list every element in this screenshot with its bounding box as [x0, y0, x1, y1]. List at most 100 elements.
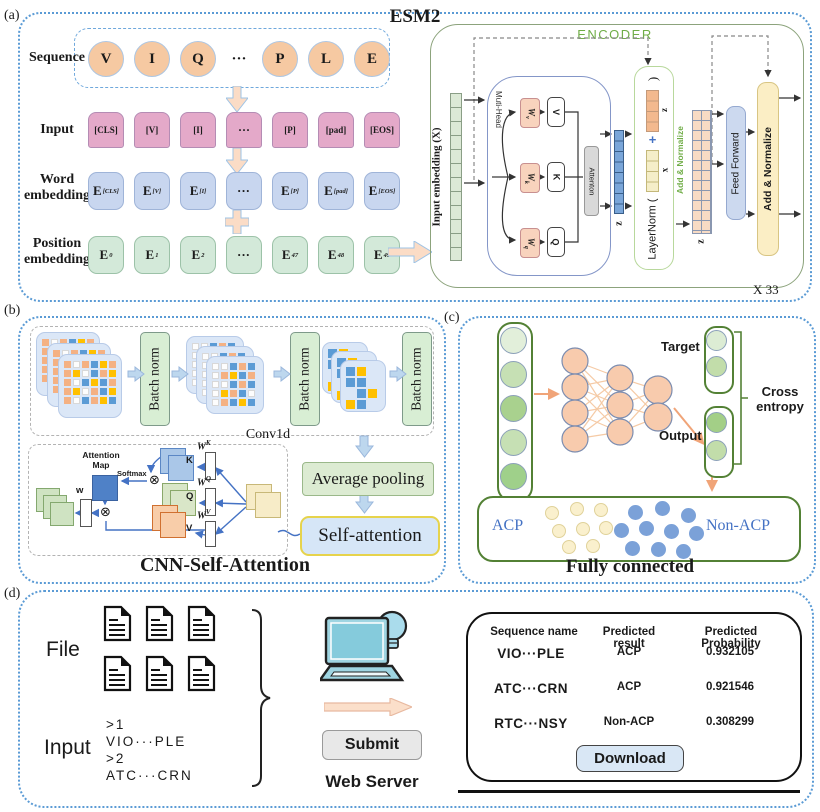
sequence-token: P: [262, 41, 298, 77]
position-embedding-token: E 48: [318, 236, 354, 274]
right-arrow-icon: [388, 241, 432, 263]
table-row: VIO···PLE ACP 0.932105: [466, 646, 798, 681]
layernorm-label: LayerNorm (: [647, 198, 659, 260]
encoder-input-label: Input embedding (X): [431, 127, 443, 227]
cell-sequence-name: ATC···CRN: [494, 681, 568, 696]
input-token: [CLS]: [88, 112, 124, 148]
k-label: K: [186, 455, 193, 466]
layernorm-box: [634, 66, 674, 270]
sequence-token: E: [354, 41, 390, 77]
position-embedding-token: ···: [226, 236, 262, 274]
panel-b-label: (b): [4, 303, 21, 318]
wk-weight-box: Wk: [520, 163, 540, 193]
panel-a-label: (a): [4, 8, 20, 23]
input-token: ···: [226, 112, 262, 148]
non-acp-dot: [651, 542, 666, 557]
divider-line: [458, 790, 800, 793]
w-box: [80, 499, 92, 527]
cell-predicted-result: ACP: [616, 646, 642, 658]
input-sequences-text[interactable]: >1 VIO···PLE >2 ATC···CRN: [106, 717, 193, 783]
input-token: [pad]: [318, 112, 354, 148]
key-grid-front: [168, 455, 194, 481]
batch-norm-box-2: Batch norm: [290, 332, 320, 426]
table-row: ATC···CRN ACP 0.921546: [466, 681, 798, 716]
word-embedding-token-row: E [CLS] E [V] E [I] ··· E [P] E [pad] E [EOS]: [88, 172, 400, 210]
panel-a-border: [18, 12, 812, 302]
file-document-icons: [103, 605, 216, 692]
word-embedding-token: E [I]: [180, 172, 216, 210]
non-acp-dot: [639, 521, 654, 536]
non-acp-dot: [614, 523, 629, 538]
word-embedding-token: E [P]: [272, 172, 308, 210]
table-header-result: Predicted result: [602, 626, 656, 650]
wk-box: [205, 452, 216, 480]
z2-grid: [692, 110, 712, 234]
w-label: w: [76, 485, 84, 496]
cell-predicted-probability: 0.308299: [706, 716, 754, 728]
table-row: RTC···NSY Non-ACP 0.308299: [466, 716, 798, 751]
panel-d-label: (d): [4, 586, 21, 601]
document-icon: [145, 655, 174, 692]
input-token: [EOS]: [364, 112, 400, 148]
layernorm-plus: +: [648, 132, 657, 147]
word-embedding-token: E [V]: [134, 172, 170, 210]
feature-map-stack-3: [322, 342, 388, 412]
layernorm-x-strip: [646, 150, 659, 192]
acp-dot: [599, 521, 613, 535]
z-strip: [614, 130, 624, 214]
multihead-box: [487, 76, 611, 276]
cell-predicted-probability: 0.932105: [706, 646, 754, 658]
wq-weight-label: WQ: [197, 475, 211, 489]
non-acp-dot: [689, 526, 704, 541]
input-node: [500, 395, 527, 422]
layernorm-z-label: z: [659, 108, 669, 112]
word-embedding-token: ···: [226, 172, 262, 210]
sequence-row-label: Sequence: [29, 50, 85, 65]
non-acp-label: Non-ACP: [706, 517, 771, 534]
submit-button[interactable]: Submit: [322, 730, 422, 760]
acp-dot: [594, 503, 608, 517]
input-node: [500, 327, 527, 354]
sequence-token: I: [134, 41, 170, 77]
value-box: V: [547, 97, 565, 127]
target-node: [706, 330, 727, 351]
panel-c-label: (c): [444, 310, 460, 325]
self-attention-box: Self-attention: [300, 516, 440, 556]
table-header-sequence: Sequence name: [490, 626, 578, 638]
panel-c-border: [458, 316, 816, 584]
submit-arrow-icon: [324, 698, 412, 716]
word-embedding-token: E [pad]: [318, 172, 354, 210]
download-button[interactable]: Download: [576, 745, 684, 772]
group-brace: [251, 609, 271, 787]
multihead-label: Muti-Head: [493, 90, 503, 128]
cell-predicted-result: ACP: [616, 681, 642, 693]
query-box: Q: [547, 227, 565, 257]
output-node: [706, 412, 727, 433]
layernorm-z-strip: [646, 90, 659, 132]
non-acp-dot: [681, 508, 696, 523]
add-normalize-text: Add & Normalize: [675, 125, 686, 195]
word-embedding-token: E [EOS]: [364, 172, 400, 210]
non-acp-dot: [664, 524, 679, 539]
document-icon: [187, 655, 216, 692]
layernorm-close-paren: ): [645, 76, 660, 82]
target-node: [706, 356, 727, 377]
sequence-token: ···: [231, 50, 247, 67]
acp-label: ACP: [492, 517, 524, 534]
encoder-box: [430, 24, 804, 288]
non-acp-dot: [676, 544, 691, 559]
document-icon: [103, 655, 132, 692]
layernorm-x-label: x: [659, 167, 669, 173]
document-icon: [187, 605, 216, 642]
non-acp-dot: [628, 505, 643, 520]
panel-d-border: [18, 590, 814, 808]
word-embedding-row-label: Word embedding: [23, 172, 91, 203]
batch-norm-box-1: Batch norm: [140, 332, 170, 426]
document-icon: [103, 605, 132, 642]
sequence-token: L: [308, 41, 344, 77]
z2-label: z: [695, 238, 707, 244]
input-embedding-strip: [450, 93, 462, 261]
softmax-label: Softmax: [117, 469, 147, 478]
